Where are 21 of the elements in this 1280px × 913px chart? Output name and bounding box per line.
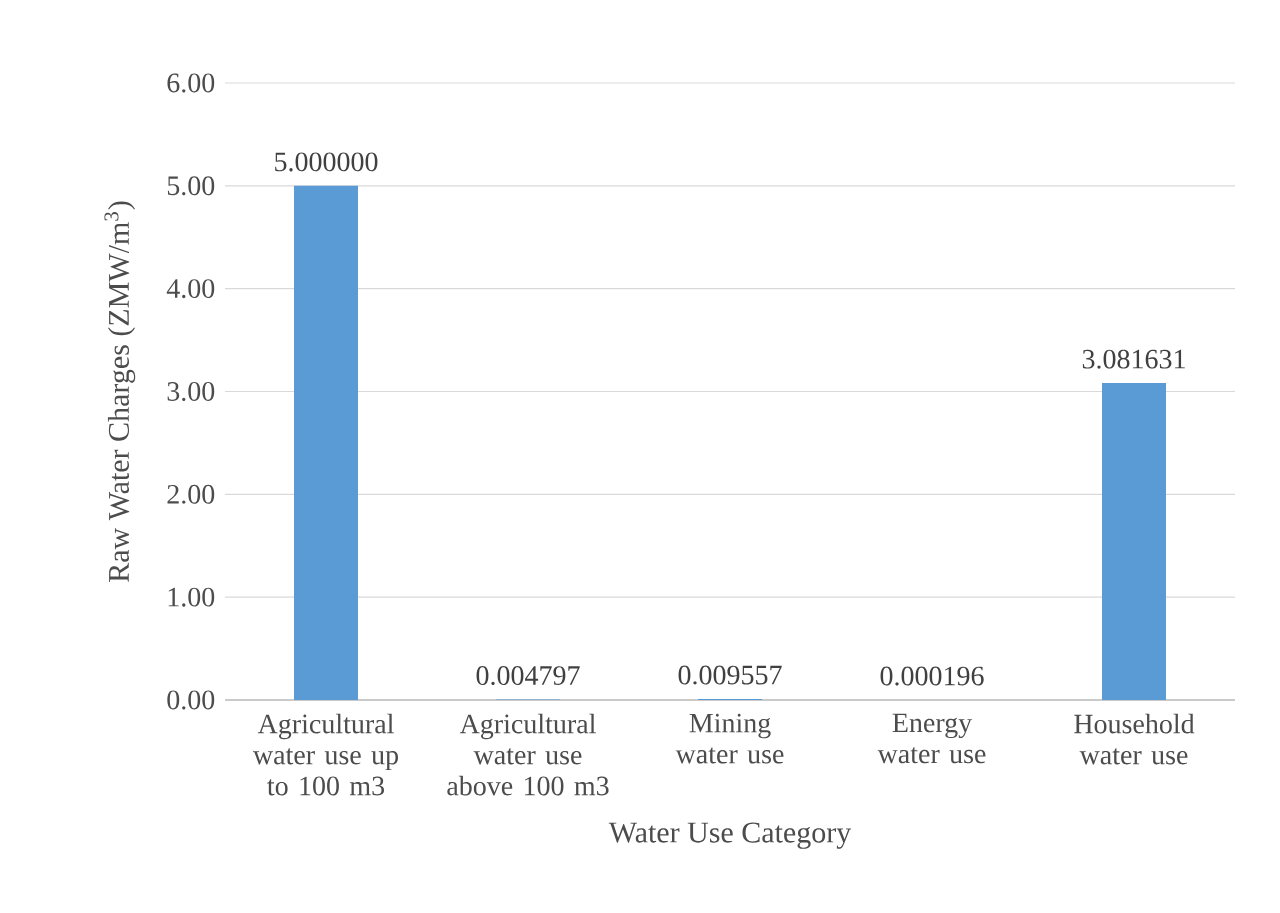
x-tick-label: Household water use — [1074, 713, 1195, 765]
y-tick-label: 4.00 — [166, 279, 215, 299]
y-tick-label: 6.00 — [167, 73, 215, 93]
x-tick-label: Agricultural water use above 100 m3 — [447, 713, 609, 796]
data-label: 0.004797 — [476, 666, 580, 686]
bar — [1102, 383, 1166, 700]
x-tick-label: Mining water use — [675, 713, 784, 764]
data-label: 0.009557 — [678, 665, 782, 685]
data-label: 3.081631 — [1082, 349, 1185, 369]
x-tick-label: Energy water use — [877, 713, 986, 764]
x-tick-label: Agricultural water use up to 100 m3 — [252, 713, 398, 796]
y-tick-label: 5.00 — [167, 176, 215, 196]
bar — [294, 185, 358, 700]
x-axis-title: Water Use Category — [608, 822, 852, 849]
y-tick-label: 3.00 — [167, 381, 215, 402]
y-tick-label: 2.00 — [167, 484, 215, 504]
y-tick-label: 0.00 — [167, 690, 215, 710]
data-label: 5.000000 — [275, 152, 378, 172]
data-label: 0.000196 — [880, 666, 984, 686]
y-axis-title: Raw Water Charges (ZMW/m$^{3}$) — [104, 201, 136, 582]
y-tick-label: 1.00 — [168, 587, 215, 607]
